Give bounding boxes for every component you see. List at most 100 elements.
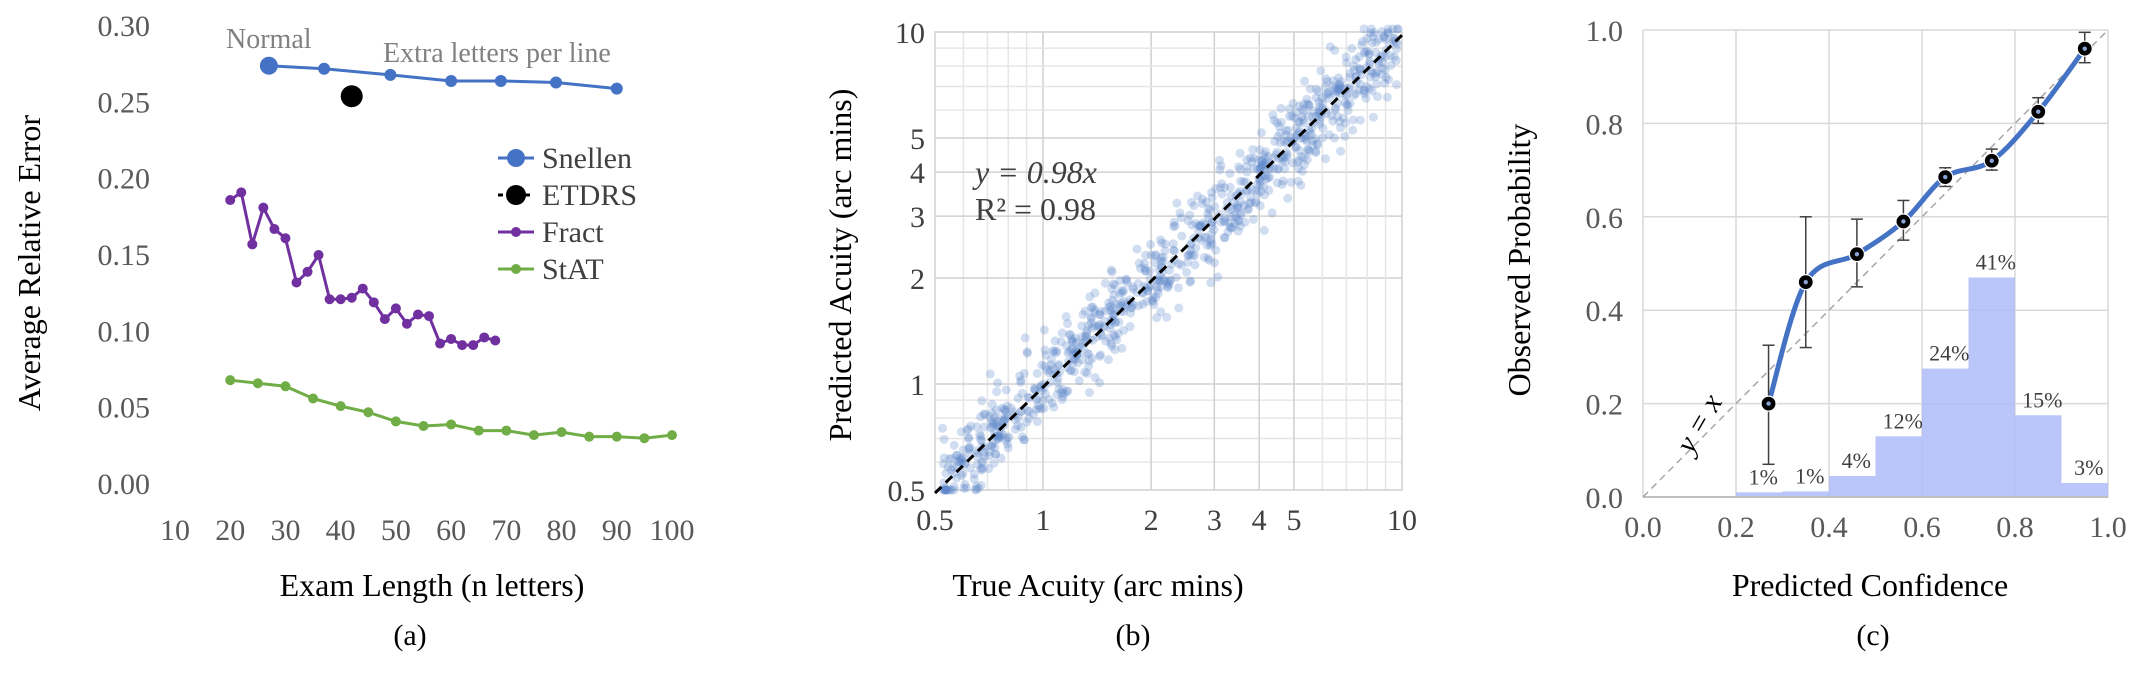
scatter-point	[1003, 439, 1013, 449]
histogram-bar	[2061, 482, 2108, 497]
panel-c-y-axis-label: Observed Probability	[1501, 124, 1537, 397]
scatter-point	[939, 453, 949, 463]
scatter-point	[1044, 394, 1054, 404]
scatter-point	[1101, 306, 1111, 316]
scatter-point	[980, 409, 990, 419]
scatter-point	[1242, 185, 1252, 195]
scatter-point	[1106, 339, 1116, 349]
data-point-snellen	[384, 68, 397, 81]
scatter-point	[1081, 328, 1091, 338]
a-x-tick-label: 50	[381, 514, 411, 547]
scatter-point	[1334, 83, 1344, 93]
scatter-point	[1153, 288, 1163, 298]
scatter-point	[1211, 245, 1221, 255]
scatter-point	[976, 463, 986, 473]
scatter-point	[1281, 126, 1291, 136]
scatter-point	[1053, 361, 1063, 371]
scatter-point	[1340, 131, 1350, 141]
scatter-point	[941, 485, 951, 495]
scatter-point	[1239, 200, 1249, 210]
scatter-point	[977, 465, 987, 475]
scatter-point	[1113, 329, 1123, 339]
scatter-point	[1151, 250, 1161, 260]
scatter-point	[1108, 279, 1118, 289]
scatter-point	[1206, 234, 1216, 244]
scatter-point	[977, 396, 987, 406]
scatter-point	[1366, 28, 1376, 38]
data-point-stat	[501, 425, 512, 436]
c-y-tick-label: 0.2	[1586, 389, 1624, 422]
scatter-point	[1037, 386, 1047, 396]
scatter-point	[1039, 325, 1049, 335]
scatter-point	[1085, 292, 1095, 302]
scatter-point	[1373, 56, 1383, 66]
scatter-point	[1220, 183, 1230, 193]
legend-label-stat: StAT	[542, 253, 604, 286]
data-point-stat	[280, 381, 291, 392]
scatter-point	[1040, 361, 1050, 371]
scatter-point	[1281, 130, 1291, 140]
scatter-point	[1274, 154, 1284, 164]
scatter-point	[1019, 368, 1029, 378]
scatter-point	[1041, 350, 1051, 360]
scatter-point	[1029, 384, 1039, 394]
scatter-point	[964, 433, 974, 443]
scatter-point	[1303, 145, 1313, 155]
scatter-point	[969, 469, 979, 479]
legend-label-etdrs: ETDRS	[542, 179, 637, 212]
scatter-point	[1384, 28, 1394, 38]
scatter-point	[1232, 203, 1242, 213]
scatter-point	[941, 485, 951, 495]
scatter-point	[1106, 301, 1116, 311]
scatter-point	[1188, 250, 1198, 260]
calibration-point-center	[1803, 279, 1808, 285]
calibration-point-center	[1901, 219, 1906, 224]
scatter-point	[1066, 366, 1076, 376]
calibration-point-center	[1989, 158, 1994, 163]
scatter-point	[1205, 237, 1215, 247]
scatter-point	[1367, 86, 1377, 96]
scatter-point	[1389, 52, 1399, 62]
scatter-point	[972, 452, 982, 462]
scatter-point	[945, 485, 955, 495]
scatter-point	[1048, 346, 1058, 356]
scatter-point	[999, 415, 1009, 425]
annotation-extra-letters: Extra letters per line	[383, 38, 611, 69]
data-point-fract	[457, 340, 468, 351]
scatter-point	[1150, 251, 1160, 261]
data-point-snellen	[550, 76, 563, 89]
scatter-point	[1106, 305, 1116, 315]
scatter-point	[1251, 185, 1261, 195]
panel-c-reference-label: y = x	[1668, 388, 1729, 461]
scatter-point	[951, 473, 961, 483]
c-x-tick-label: 0.8	[1996, 511, 2034, 544]
scatter-point	[1383, 75, 1393, 85]
scatter-point	[1050, 336, 1060, 346]
scatter-point	[1013, 420, 1023, 430]
a-x-tick-label: 30	[270, 514, 300, 547]
data-point-stat	[335, 401, 346, 412]
scatter-point	[994, 413, 1004, 423]
scatter-point	[1037, 360, 1047, 370]
scatter-point	[1312, 139, 1322, 149]
scatter-point	[1307, 123, 1317, 133]
scatter-point	[937, 423, 947, 433]
scatter-point	[1260, 190, 1270, 200]
scatter-point	[979, 409, 989, 419]
data-point-fract	[269, 224, 280, 235]
scatter-point	[1267, 208, 1277, 218]
scatter-point	[1185, 240, 1195, 250]
data-point-stat	[667, 430, 677, 441]
scatter-point	[1064, 346, 1074, 356]
scatter-point	[1282, 136, 1292, 146]
scatter-point	[1235, 148, 1245, 158]
scatter-point	[1128, 282, 1138, 292]
scatter-point	[1083, 320, 1093, 330]
scatter-point	[1304, 101, 1314, 111]
scatter-point	[945, 454, 955, 464]
scatter-point	[1244, 199, 1254, 209]
scatter-point	[1039, 403, 1049, 413]
b-y-tick-label: 3	[910, 201, 925, 234]
scatter-point	[993, 378, 1003, 388]
